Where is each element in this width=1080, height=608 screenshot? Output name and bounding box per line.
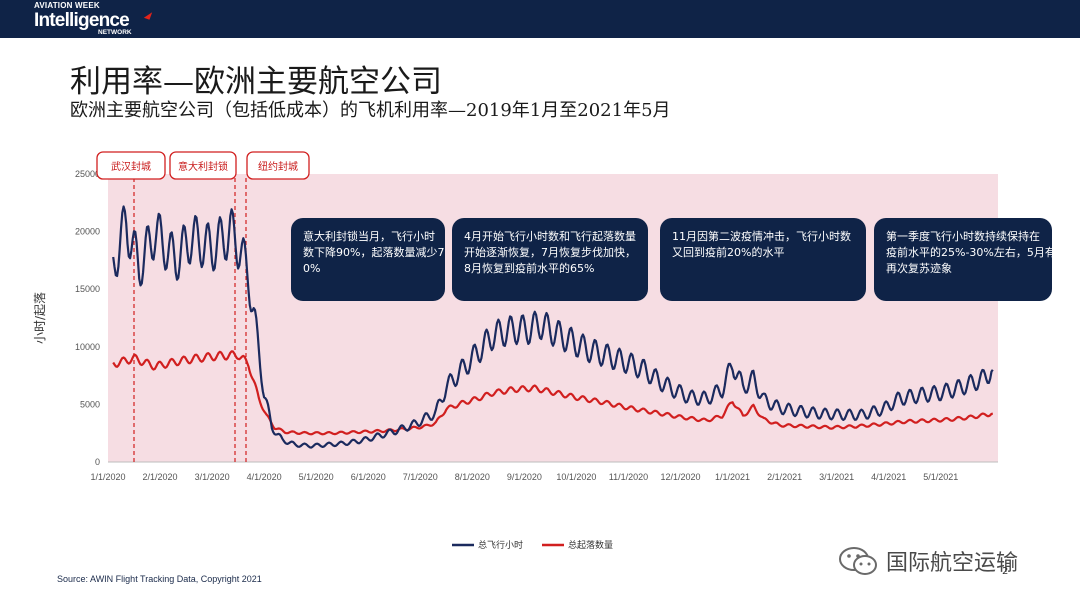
y-tick-label: 25000: [75, 169, 100, 179]
page-subtitle: 欧洲主要航空公司（包括低成本）的飞机利用率—2019年1月至2021年5月: [70, 100, 671, 121]
y-tick-label: 15000: [75, 284, 100, 294]
annotation-text: 4月开始飞行小时数和飞行起落数量开始逐渐恢复，7月恢复步伐加快， 8月恢复到疫前水…: [464, 229, 636, 275]
annotation-line: 11月因第二波疫情冲击，飞行小时数: [672, 229, 851, 243]
annotation-text: 意大利封锁当月，飞行小时数下降90%，起落数量减少7 0%: [303, 229, 444, 275]
annotation-text: 11月因第二波疫情冲击，飞行小时数又回到疫前20%的水平: [672, 229, 851, 259]
wechat-icon: [839, 547, 877, 575]
y-tick-label: 0: [95, 457, 100, 467]
logo-line-3: NETWORK: [98, 29, 132, 36]
x-tick-label: 10/1/2020: [556, 472, 596, 482]
event-label: 纽约封城: [258, 160, 298, 173]
series-line: [112, 350, 994, 436]
annotation-line: 4月开始飞行小时数和飞行起落数量: [464, 229, 636, 243]
legend-label: 总起落数量: [568, 539, 613, 551]
source-note: Source: AWIN Flight Tracking Data, Copyr…: [57, 574, 262, 584]
annotation-line: 第一季度飞行小时数持续保持在: [886, 229, 1040, 243]
x-tick-label: 4/1/2021: [871, 472, 906, 482]
annotation-line: 8月恢复到疫前水平的65%: [464, 261, 594, 275]
y-tick-label: 20000: [75, 227, 100, 237]
annotation-line: 数下降90%，起落数量减少7: [303, 245, 444, 259]
x-tick-label: 4/1/2020: [247, 472, 282, 482]
x-tick-label: 5/1/2020: [299, 472, 334, 482]
annotation-line: 再次复苏迹象: [886, 261, 952, 275]
watermark-text: 国际航空运输: [886, 551, 1019, 576]
annotation-line: 开始逐渐恢复，7月恢复步伐加快，: [464, 245, 636, 259]
x-tick-label: 1/1/2020: [90, 472, 125, 482]
x-tick-label: 3/1/2020: [195, 472, 230, 482]
x-tick-label: 12/1/2020: [660, 472, 700, 482]
annotation-line: 意大利封锁当月，飞行小时: [303, 229, 435, 243]
annotation-box: [291, 218, 445, 301]
page-number: 2: [1002, 566, 1009, 577]
x-tick-label: 8/1/2020: [455, 472, 490, 482]
annotation-line: 又回到疫前20%的水平: [672, 245, 784, 259]
annotation-line: 疫前水平的25%-30%左右，5月有: [886, 245, 1056, 259]
annotation-box: [452, 218, 648, 301]
event-label: 意大利封锁: [178, 160, 228, 173]
watermark: 国际航空运输: [838, 544, 1018, 578]
legend-label: 总飞行小时: [478, 539, 523, 551]
x-tick-label: 11/1/2020: [609, 472, 648, 482]
annotation-line: 0%: [303, 262, 320, 275]
plot-area: [108, 174, 998, 462]
y-tick-label: 10000: [75, 342, 100, 352]
event-label-box: [169, 151, 237, 180]
annotation-box: [874, 218, 1052, 301]
annotation-box: [660, 218, 866, 301]
series-line: [112, 205, 994, 449]
x-tick-label: 2/1/2020: [143, 472, 178, 482]
event-label-box: [96, 151, 166, 180]
logo-line-2: Intelligence: [34, 10, 130, 31]
x-tick-label: 5/1/2021: [923, 472, 958, 482]
page-title: 利用率—欧洲主要航空公司: [70, 64, 442, 100]
event-label: 武汉封城: [111, 160, 151, 173]
y-tick-label: 5000: [80, 399, 100, 409]
y-axis-label: 小时/起落: [33, 292, 47, 344]
x-tick-label: 2/1/2021: [767, 472, 802, 482]
x-tick-label: 1/1/2021: [715, 472, 750, 482]
x-tick-label: 6/1/2020: [351, 472, 386, 482]
logo-line-1: AVIATION WEEK: [34, 1, 100, 10]
aviation-week-logo: AVIATION WEEK Intelligence NETWORK: [34, 1, 153, 37]
x-tick-label: 7/1/2020: [403, 472, 438, 482]
x-tick-label: 3/1/2021: [819, 472, 854, 482]
annotation-text: 第一季度飞行小时数持续保持在疫前水平的25%-30%左右，5月有再次复苏迹象: [886, 229, 1056, 275]
x-tick-label: 9/1/2020: [507, 472, 542, 482]
header-bar: AVIATION WEEK Intelligence NETWORK: [0, 0, 1080, 38]
event-label-box: [246, 151, 310, 180]
